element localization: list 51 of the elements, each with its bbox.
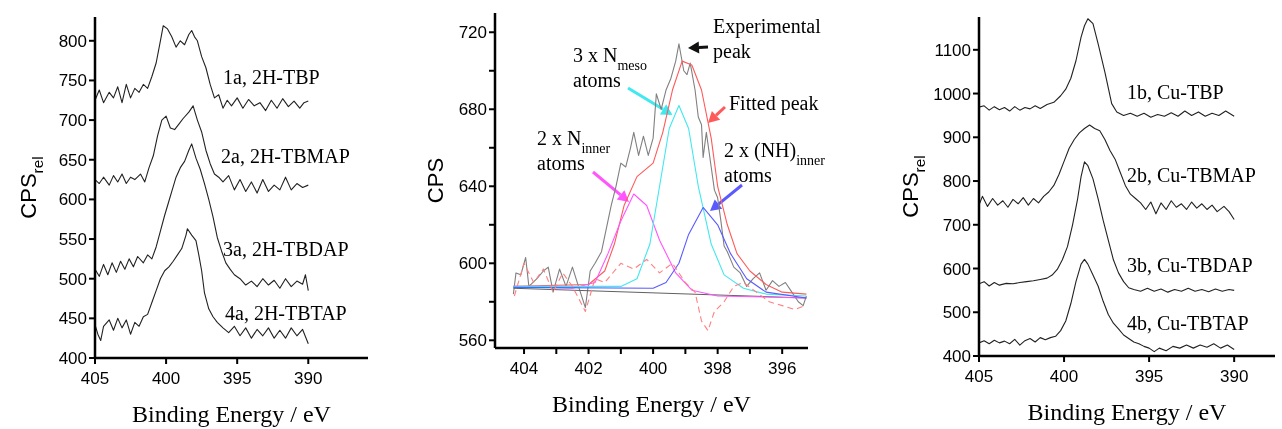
series-label: 2b, Cu-TBMAP — [1127, 164, 1256, 186]
y-tick-label: 640 — [458, 177, 487, 197]
x-tick-label: 400 — [151, 369, 181, 389]
annotation: Fitted peak — [729, 92, 819, 115]
y-tick-label: 750 — [58, 71, 87, 91]
x-tick-label: 400 — [1049, 367, 1079, 387]
series-label: 3a, 2H-TBDAP — [223, 238, 349, 260]
series-label: 2a, 2H-TBMAP — [221, 145, 350, 167]
x-tick-label: 390 — [294, 369, 323, 389]
y-tick-label: 600 — [942, 259, 971, 279]
annotation: Experimental peak — [713, 15, 822, 63]
y-tick-label: 800 — [58, 31, 87, 51]
y-tick-label: 1000 — [933, 84, 971, 104]
y-tick-label: 600 — [58, 190, 87, 210]
y-tick-label: 700 — [58, 111, 87, 131]
x-tick-label: 404 — [509, 359, 539, 379]
series-label: 1b, Cu-TBP — [1127, 81, 1224, 103]
series-label: 3b, Cu-TBDAP — [1127, 254, 1253, 276]
y-tick-label: 560 — [458, 331, 487, 351]
annotation: 3 x N$_{meso}$ atoms — [573, 44, 648, 91]
y-tick-label: 800 — [942, 172, 971, 192]
y-tick-label: 650 — [58, 150, 87, 170]
y-tick-label: 900 — [942, 128, 971, 148]
y-axis-title: CPS — [422, 157, 448, 204]
x-tick-label: 395 — [223, 369, 252, 389]
series-label: 4b, Cu-TBTAP — [1127, 312, 1249, 334]
y-tick-label: 720 — [458, 23, 487, 43]
y-tick-label: 550 — [58, 230, 87, 250]
x-tick-label: 405 — [964, 367, 994, 387]
y-tick-label: 600 — [458, 254, 487, 274]
text: 2 x (NH)$_{inner}$ atoms — [724, 139, 825, 186]
annotation: 2 x N$_{inner}$ atoms — [537, 127, 611, 174]
y-tick-label: 1100 — [934, 40, 971, 60]
series-label: 1a, 2H-TBP — [223, 66, 320, 88]
x-tick-label: 400 — [638, 359, 668, 379]
x-tick-label: 402 — [574, 359, 603, 379]
x-tick-label: 395 — [1134, 367, 1164, 387]
x-tick-label: 398 — [703, 359, 732, 379]
line-series — [979, 18, 1235, 118]
x-axis-title: Binding Energy / eV — [132, 401, 332, 427]
y-tick-label: 450 — [58, 309, 87, 329]
x-tick-label: 396 — [768, 359, 797, 379]
x-axis-title: Binding Energy / eV — [552, 391, 752, 417]
y-tick-label: 700 — [942, 215, 971, 235]
y-tick-label: 500 — [58, 269, 87, 289]
x-axis-title: Binding Energy / eV — [1027, 399, 1228, 425]
series-label: 4a, 2H-TBTAP — [225, 302, 347, 324]
y-tick-label: 680 — [458, 100, 487, 120]
x-tick-label: 405 — [80, 369, 110, 389]
x-tick-label: 390 — [1219, 367, 1249, 387]
y-tick-label: 500 — [942, 303, 971, 323]
